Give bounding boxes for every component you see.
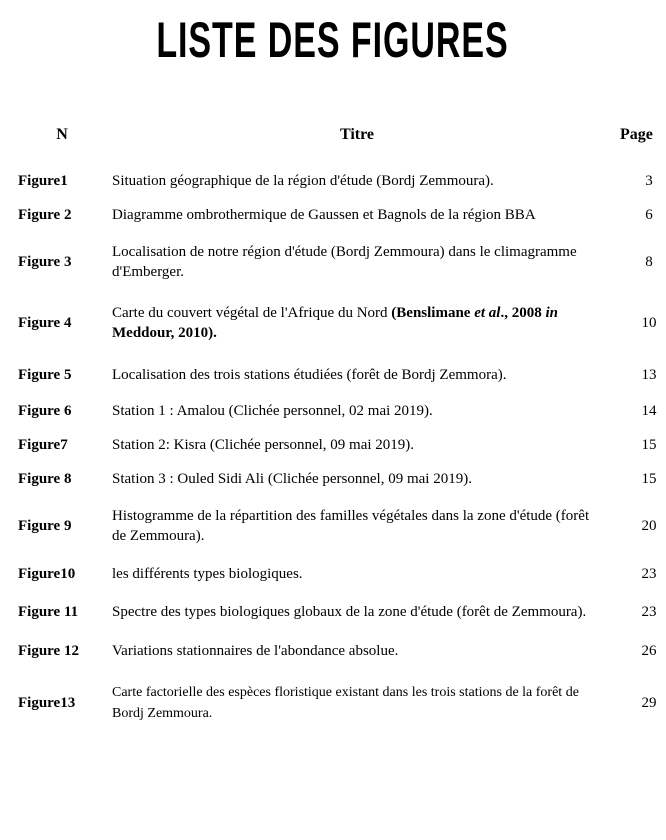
page-container: LISTE DES FIGURES N Titre Page Figure1Si… [0,0,666,736]
table-head: N Titre Page [18,122,666,164]
cell-page-number: 3 [608,164,666,198]
cell-figure-number: Figure1 [18,164,106,198]
cell-figure-number: Figure 8 [18,462,106,496]
cell-figure-title: Localisation de notre région d'étude (Bo… [106,233,608,292]
cell-figure-title: Carte du couvert végétal de l'Afrique du… [106,291,608,356]
table-row: Figure 8Station 3 : Ouled Sidi Ali (Clic… [18,462,666,496]
cell-figure-number: Figure 5 [18,356,106,394]
cell-figure-title: Station 1 : Amalou (Clichée personnel, 0… [106,394,608,428]
cell-figure-number: Figure7 [18,428,106,462]
table-row: Figure 4Carte du couvert végétal de l'Af… [18,291,666,356]
cell-figure-number: Figure 3 [18,233,106,292]
cell-page-number: 23 [608,593,666,631]
table-body: Figure1Situation géographique de la régi… [18,164,666,736]
cell-figure-title: Station 3 : Ouled Sidi Ali (Clichée pers… [106,462,608,496]
cell-figure-number: Figure 12 [18,632,106,670]
cell-figure-number: Figure 11 [18,593,106,631]
cell-page-number: 15 [608,462,666,496]
cell-figure-number: Figure10 [18,555,106,593]
cell-page-number: 6 [608,198,666,232]
title-wrap: LISTE DES FIGURES [18,20,666,62]
cell-page-number: 14 [608,394,666,428]
cell-figure-title: Carte factorielle des espèces floristiqu… [106,670,608,736]
cell-page-number: 13 [608,356,666,394]
cell-page-number: 26 [608,632,666,670]
cell-figure-number: Figure 6 [18,394,106,428]
table-row: Figure 5Localisation des trois stations … [18,356,666,394]
table-row: Figure13Carte factorielle des espèces fl… [18,670,666,736]
cell-figure-title: Histogramme de la répartition des famill… [106,497,608,556]
table-row: Figure 12Variations stationnaires de l'a… [18,632,666,670]
cell-figure-title: Station 2: Kisra (Clichée personnel, 09 … [106,428,608,462]
table-row: Figure 11Spectre des types biologiques g… [18,593,666,631]
col-header-page: Page [608,122,666,164]
table-row: Figure 3Localisation de notre région d'é… [18,233,666,292]
table-row: Figure7Station 2: Kisra (Clichée personn… [18,428,666,462]
cell-figure-number: Figure 2 [18,198,106,232]
cell-page-number: 15 [608,428,666,462]
cell-page-number: 20 [608,497,666,556]
cell-page-number: 29 [608,670,666,736]
cell-figure-number: Figure 4 [18,291,106,356]
col-header-titre: Titre [106,122,608,164]
table-row: Figure 2Diagramme ombrothermique de Gaus… [18,198,666,232]
cell-page-number: 23 [608,555,666,593]
col-header-n: N [18,122,106,164]
cell-figure-title: Variations stationnaires de l'abondance … [106,632,608,670]
page-title: LISTE DES FIGURES [156,13,508,70]
table-row: Figure1Situation géographique de la régi… [18,164,666,198]
table-row: Figure 9Histogramme de la répartition de… [18,497,666,556]
cell-page-number: 8 [608,233,666,292]
cell-figure-title: Localisation des trois stations étudiées… [106,356,608,394]
cell-figure-title: Spectre des types biologiques globaux de… [106,593,608,631]
header-row: N Titre Page [18,122,666,164]
cell-figure-number: Figure13 [18,670,106,736]
cell-figure-title: Situation géographique de la région d'ét… [106,164,608,198]
table-row: Figure10les différents types biologiques… [18,555,666,593]
cell-figure-title: les différents types biologiques. [106,555,608,593]
table-row: Figure 6Station 1 : Amalou (Clichée pers… [18,394,666,428]
figures-table: N Titre Page Figure1Situation géographiq… [18,122,666,736]
cell-page-number: 10 [608,291,666,356]
cell-figure-title: Diagramme ombrothermique de Gaussen et B… [106,198,608,232]
cell-figure-number: Figure 9 [18,497,106,556]
